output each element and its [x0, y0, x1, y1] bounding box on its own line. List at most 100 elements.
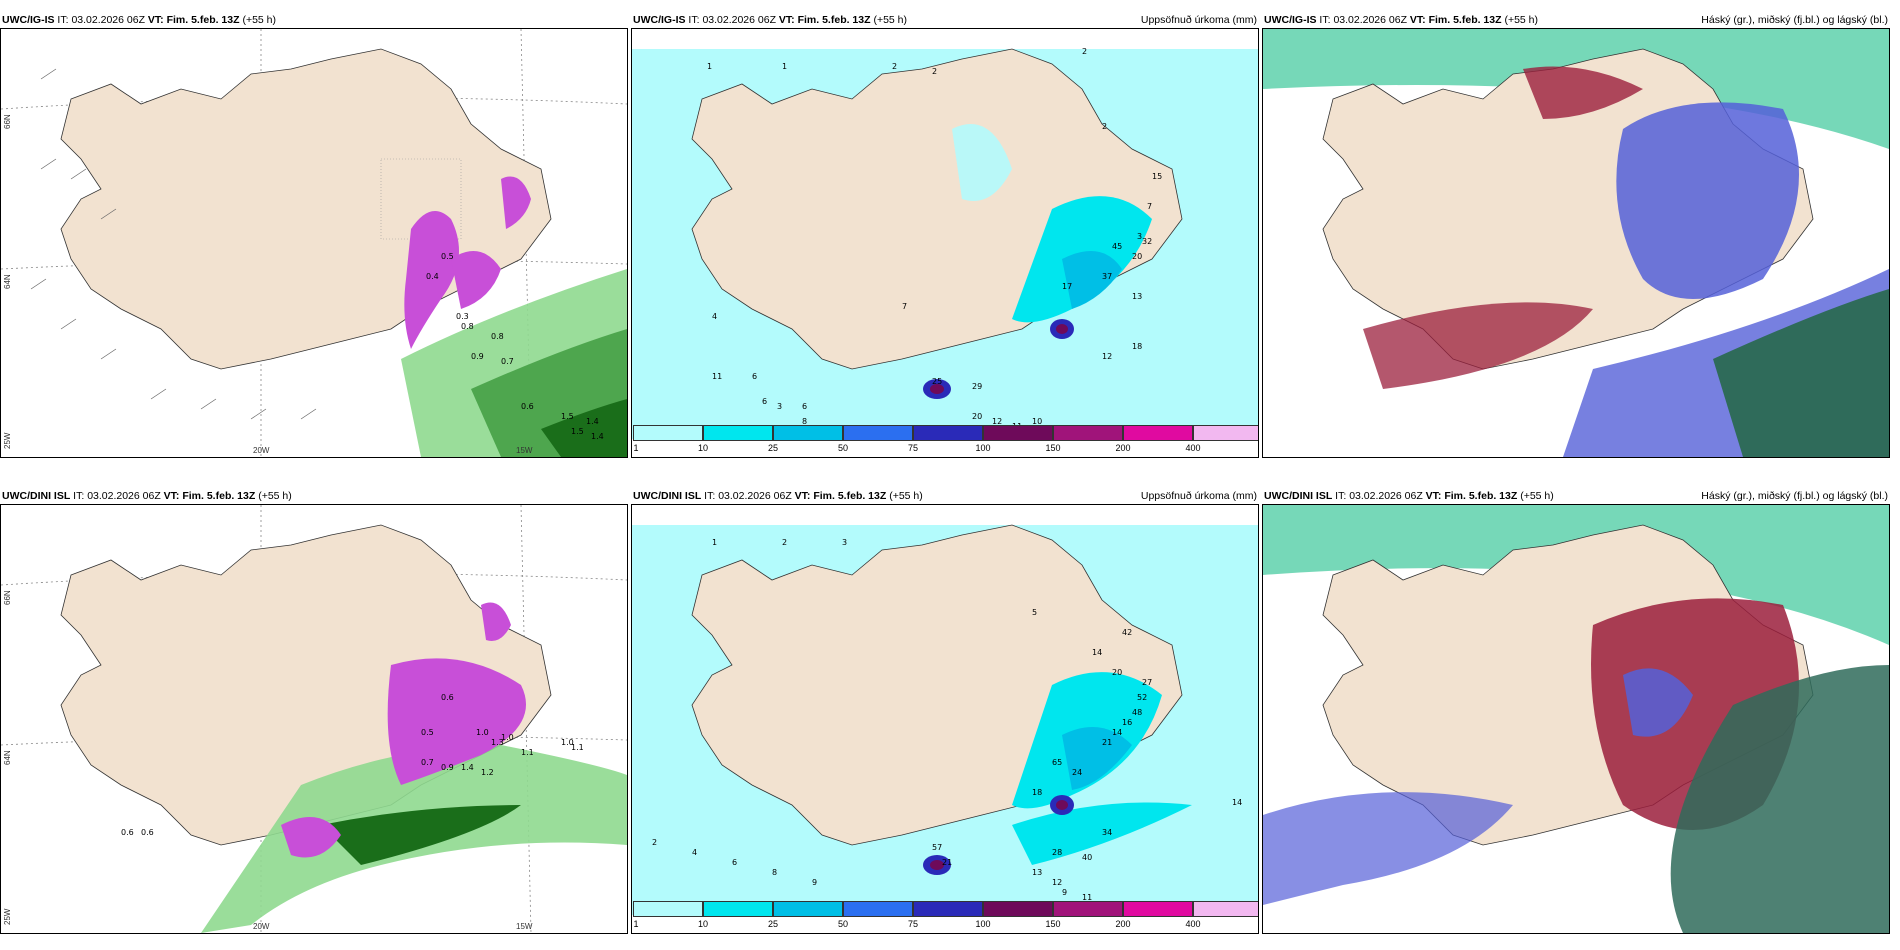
colorbar-segment [773, 425, 843, 441]
it-label: IT: [1335, 490, 1347, 502]
lat-label-64n: 64N [3, 274, 12, 289]
value-label: 1.5 [571, 427, 584, 436]
colorbar-label: 25 [767, 443, 779, 453]
colorbar-segment [1193, 901, 1258, 917]
vt-label: VT: [147, 14, 164, 26]
value-label: 12 [1102, 352, 1112, 361]
colorbar-segment [843, 425, 913, 441]
value-label: 57 [932, 843, 942, 852]
map-precip[interactable]: 1 2 3 5 14 20 42 27 52 48 16 14 21 65 24 18 34 40 28 57 21 13… [631, 504, 1259, 934]
value-label: 8 [802, 417, 807, 426]
value-label: 27 [1142, 678, 1152, 687]
colorbar-segment [633, 901, 703, 917]
value-label: 0.7 [501, 357, 514, 366]
value-label: 21 [1102, 738, 1112, 747]
vt-value: Fim. 5.feb. 13Z [1428, 14, 1502, 26]
it-label: IT: [57, 14, 69, 26]
value-label: 6 [762, 397, 767, 406]
map-wind-snow[interactable]: 0.4 0.5 0.3 0.8 0.9 0.8 0.7 0.6 1.5 1.5 1.4 1.4 20W… [0, 28, 628, 458]
panel-title: Uppsöfnuð úrkoma (mm) [1140, 14, 1257, 26]
panel-igis-clouds: UWC/IG-IS IT: 03.02.2026 06Z VT: Fim. 5.… [1262, 12, 1890, 458]
colorbar-label: 100 [975, 443, 991, 453]
colorbar-segment [983, 425, 1053, 441]
value-label: 6 [732, 858, 737, 867]
panel-igis-precip: UWC/IG-IS IT: 03.02.2026 06Z VT: Fim. 5.… [631, 12, 1259, 458]
panel-header: UWC/IG-IS IT: 03.02.2026 06Z VT: Fim. 5.… [633, 14, 1257, 32]
colorbar-segment [773, 901, 843, 917]
value-label: 25 [932, 377, 942, 386]
value-label: 12 [1052, 878, 1062, 887]
vt-value: Fim. 5.feb. 13Z [1444, 490, 1518, 502]
value-label: 15 [1152, 172, 1162, 181]
map-canvas: 0.40.50.30.80.90.80.70.61.51.51.41.4 [1, 29, 627, 457]
value-label: 52 [1137, 693, 1147, 702]
colorbar-label: 200 [1115, 919, 1131, 929]
map-canvas: 1 2 35142042275248161421652418344028572113… [632, 505, 1258, 933]
value-label: 0.9 [441, 763, 454, 772]
value-label: 1.4 [591, 432, 604, 441]
value-label: 32 [1142, 237, 1152, 246]
value-label: 16 [1122, 718, 1132, 727]
colorbar-label: 150 [1045, 919, 1061, 929]
colorbar-segment [1123, 425, 1193, 441]
value-label: 0.8 [491, 332, 504, 341]
colorbar-label: 75 [907, 443, 919, 453]
value-label: 4 [712, 312, 717, 321]
vt-value: Fim. 5.feb. 13Z [182, 490, 256, 502]
value-label: 0.5 [421, 728, 434, 737]
value-label: 37 [1102, 272, 1112, 281]
lat-label-66n: 66N [3, 590, 12, 605]
value-label: 0.6 [141, 828, 154, 837]
map-precip[interactable]: 1122223715133745203217252912182012111063… [631, 28, 1259, 458]
value-label: 11 [712, 372, 722, 381]
value-label: 0.7 [421, 758, 434, 767]
value-label: 45 [1112, 242, 1122, 251]
value-label: 2 [782, 538, 787, 547]
it-value: 03.02.2026 06Z [1349, 490, 1423, 502]
it-label: IT: [1319, 14, 1331, 26]
value-label: 13 [1032, 868, 1042, 877]
map-clouds[interactable] [1262, 504, 1890, 934]
it-value: 03.02.2026 06Z [87, 490, 161, 502]
value-label: 48 [1132, 708, 1142, 717]
colorbar-label: 400 [1185, 443, 1201, 453]
value-label: 0.6 [521, 402, 534, 411]
map-clouds[interactable] [1262, 28, 1890, 458]
value-label: 1.4 [461, 763, 474, 772]
map-canvas: 1122223715133745203217252912182012111063… [632, 29, 1258, 457]
lead-time: (+55 h) [1504, 14, 1539, 26]
value-label: 1.0 [561, 738, 574, 747]
map-wind-snow[interactable]: 0.6 0.5 1.0 1.3 1.0 0.7 0.9 1.4 1.2 1.1 0.6 0.6 1.0 1… [0, 504, 628, 934]
value-label: 29 [972, 382, 982, 391]
value-label: 4 [692, 848, 697, 857]
value-label: 0.9 [471, 352, 484, 361]
model-name: UWC/IG-IS [633, 14, 686, 26]
value-label: 2 [1082, 47, 1087, 56]
lead-time: (+55 h) [242, 14, 277, 26]
value-label: 14 [1112, 728, 1122, 737]
value-label: 14 [1092, 648, 1102, 657]
lead-time: (+55 h) [889, 490, 923, 502]
value-label: 14 [1232, 798, 1242, 807]
colorbar-label: 400 [1185, 919, 1201, 929]
vt-value: Fim. 5.feb. 13Z [813, 490, 887, 502]
value-label: 8 [772, 868, 777, 877]
value-label: 2 [892, 62, 897, 71]
lat-label-64n: 64N [3, 750, 12, 765]
value-label: 6 [752, 372, 757, 381]
colorbar-segment [633, 425, 703, 441]
value-label: 24 [1072, 768, 1082, 777]
value-label: 1.0 [501, 733, 514, 742]
value-label: 21 [942, 858, 952, 867]
vt-label: VT: [1409, 14, 1426, 26]
value-label: 34 [1102, 828, 1112, 837]
lon-label-15w: 15W [516, 922, 533, 931]
colorbar: 1 10 25 50 75 100 150 200 400 [633, 425, 1258, 455]
panel-igis-wind: UWC/IG-IS IT: 03.02.2026 06Z VT: Fim. 5.… [0, 12, 628, 458]
it-label: IT: [704, 490, 716, 502]
colorbar-label: 50 [837, 443, 849, 453]
value-label: 13 [1132, 292, 1142, 301]
lat-label-66n: 66N [3, 114, 12, 129]
panel-dini-precip: UWC/DINI ISL IT: 03.02.2026 06Z VT: Fim.… [631, 488, 1259, 934]
model-name: UWC/IG-IS [2, 14, 55, 26]
